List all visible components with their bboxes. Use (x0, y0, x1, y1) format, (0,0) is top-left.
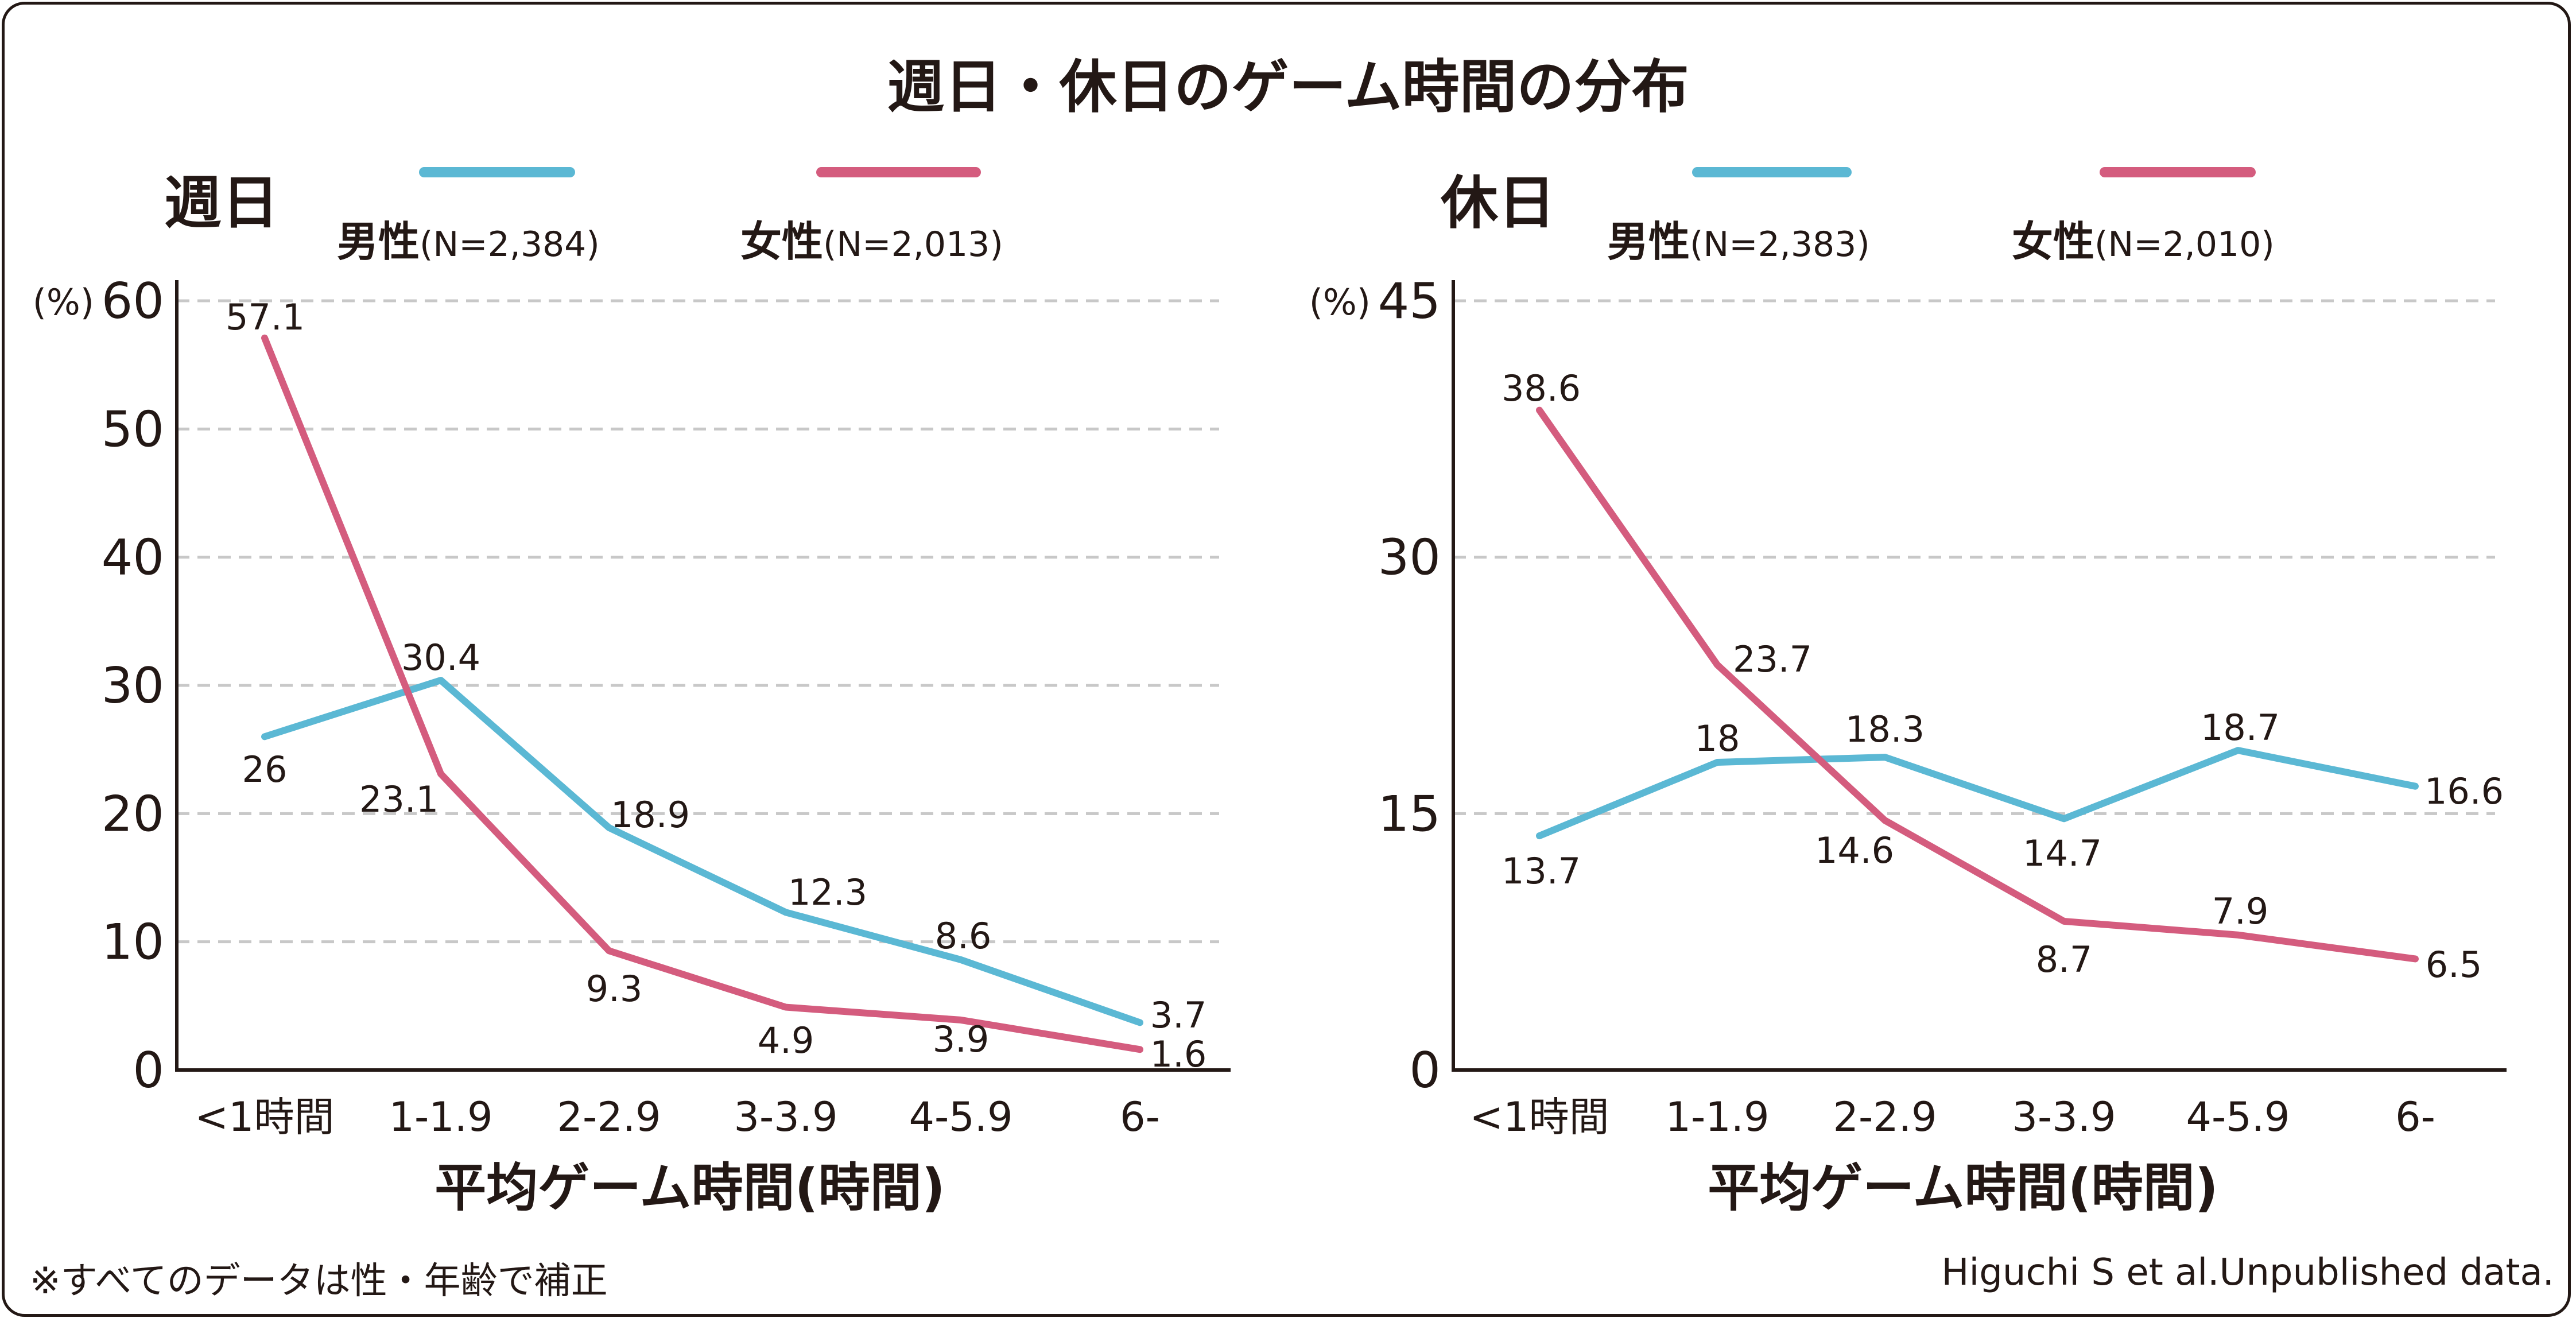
data-label: 8.7 (2036, 939, 2093, 980)
y-tick-label: 20 (102, 785, 164, 843)
series-line-female (1536, 406, 2419, 963)
data-label: 7.9 (2212, 890, 2269, 932)
x-tick-label: 4-5.9 (2186, 1094, 2290, 1141)
data-label: 1.6 (1150, 1033, 1207, 1075)
data-label: 18.7 (2201, 707, 2280, 749)
legend-n: (N=2,010) (2094, 224, 2275, 265)
footer-note: ※すべてのデータは性・年齢で補正 (30, 1260, 608, 1302)
data-label: 57.1 (226, 296, 305, 338)
data-label: 8.6 (935, 915, 992, 957)
data-label: 4.9 (758, 1019, 814, 1061)
legend-n: (N=2,383) (1690, 224, 1870, 265)
x-tick-label: <1時間 (195, 1094, 334, 1141)
data-label: 23.7 (1733, 638, 1812, 680)
legend-label-female: 女性(N=2,010) (2012, 208, 2275, 268)
legend-name: 女性 (740, 218, 824, 266)
data-label: 12.3 (788, 871, 867, 913)
data-label: 16.6 (2424, 770, 2504, 812)
data-label: 30.4 (401, 637, 480, 679)
x-tick-label: 3-3.9 (2012, 1094, 2116, 1141)
x-tick-label: 1-1.9 (1665, 1094, 1769, 1141)
y-tick-label: 60 (102, 273, 164, 330)
figure-title: 週日・休日のゲーム時間の分布 (887, 53, 1689, 121)
legend-n: (N=2,384) (420, 224, 600, 265)
legend-swatch-male (1692, 167, 1852, 177)
x-tick-label: 1-1.9 (389, 1094, 492, 1141)
data-label: 23.1 (359, 778, 439, 820)
data-label: 38.6 (1502, 367, 1581, 409)
data-label: 18 (1695, 718, 1740, 759)
x-tick-label: 2-2.9 (1833, 1094, 1937, 1141)
legend-swatch-female (816, 167, 981, 177)
data-label: 14.7 (2023, 832, 2102, 874)
y-tick-label: 30 (1378, 529, 1441, 587)
data-label: 9.3 (586, 968, 643, 1010)
legend-n: (N=2,013) (823, 224, 1003, 265)
data-label: 18.3 (1845, 708, 1925, 750)
panel-title-holiday: 休日 (1441, 169, 1555, 237)
x-axis-title: 平均ゲーム時間(時間) (434, 1158, 945, 1218)
data-label: 14.6 (1815, 829, 1894, 871)
y-tick-label: 50 (102, 401, 164, 458)
series-line-male (261, 677, 1143, 1026)
data-label: 3.7 (1150, 994, 1207, 1036)
y-tick-label: 0 (1409, 1042, 1441, 1099)
data-label: 6.5 (2426, 944, 2482, 986)
legend-label-female: 女性(N=2,013) (740, 208, 1003, 268)
x-axis-title: 平均ゲーム時間(時間) (1708, 1158, 2218, 1218)
x-tick-label: 6- (2395, 1094, 2435, 1141)
series-line-male (1536, 747, 2419, 840)
footer-source: Higuchi S et al.Unpublished data. (1941, 1251, 2554, 1294)
data-label: 26 (242, 749, 288, 790)
legend-label-male: 男性(N=2,384) (337, 208, 600, 268)
y-tick-label: 0 (133, 1042, 164, 1099)
y-tick-label: 10 (102, 914, 164, 971)
legend-name: 男性 (1607, 218, 1690, 266)
legend-swatch-male (419, 167, 575, 177)
x-tick-label: 6- (1120, 1094, 1160, 1141)
legend-name: 男性 (337, 218, 420, 266)
legend-name: 女性 (2012, 218, 2095, 266)
x-tick-label: 3-3.9 (734, 1094, 837, 1141)
y-axis-unit-label: (%) (33, 281, 94, 323)
y-tick-label: 40 (102, 529, 164, 587)
y-tick-label: 45 (1378, 273, 1441, 330)
x-tick-label: <1時間 (1469, 1094, 1609, 1141)
x-tick-label: 4-5.9 (909, 1094, 1012, 1141)
data-label: 18.9 (611, 794, 690, 836)
y-axis-unit-label: (%) (1309, 281, 1371, 323)
series-line-female (261, 334, 1143, 1053)
x-tick-label: 2-2.9 (557, 1094, 661, 1141)
y-tick-label: 15 (1378, 785, 1441, 843)
y-tick-label: 30 (102, 657, 164, 715)
legend-swatch-female (2100, 167, 2256, 177)
data-label: 13.7 (1502, 850, 1581, 892)
data-label: 3.9 (933, 1018, 990, 1060)
legend-label-male: 男性(N=2,383) (1607, 208, 1870, 268)
panel-title-weekday: 週日 (164, 169, 279, 237)
